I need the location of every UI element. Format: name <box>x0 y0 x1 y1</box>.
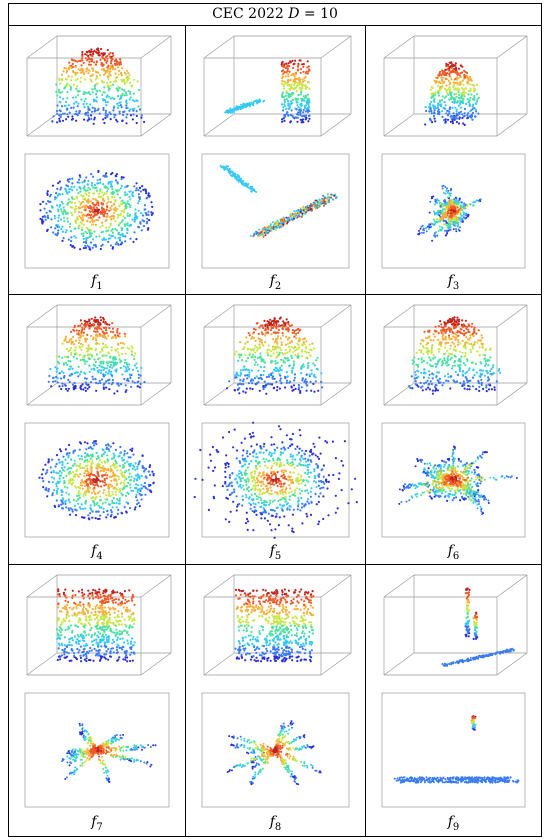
scatter-3d-points <box>408 316 502 395</box>
row-divider-2 <box>9 564 541 565</box>
top-view-plot <box>201 692 350 808</box>
panel-f9: f9 <box>366 565 541 835</box>
function-name: f <box>447 543 453 559</box>
scatter-top-points <box>38 440 155 521</box>
side-view-plot <box>26 574 172 676</box>
function-name: f <box>91 543 97 559</box>
axes-box <box>203 304 352 406</box>
plot-frame <box>381 153 526 269</box>
panel-f2: f2 <box>186 26 365 294</box>
title-prefix: CEC 2022 <box>212 6 289 22</box>
function-label: f8 <box>186 814 365 833</box>
title-suffix: = 10 <box>299 6 338 22</box>
scatter-top-points <box>398 445 518 516</box>
top-view-plot <box>193 421 358 539</box>
panel-f1: f1 <box>9 26 185 294</box>
plot-frame <box>201 153 350 269</box>
function-index: 5 <box>274 550 282 562</box>
top-view-plot <box>201 153 350 269</box>
scatter-top-points <box>219 164 338 238</box>
scatter-top-points <box>39 169 154 251</box>
panel-f8: f8 <box>186 565 365 835</box>
function-name: f <box>91 814 97 830</box>
function-name: f <box>447 814 453 830</box>
axes-box <box>26 304 172 406</box>
function-index: 3 <box>452 280 460 292</box>
top-view-plot <box>24 153 170 269</box>
plot-frame <box>24 692 170 808</box>
plot-frame <box>24 422 170 538</box>
function-label: f7 <box>9 814 185 833</box>
side-view-plot <box>203 35 352 137</box>
function-index: 6 <box>452 550 460 562</box>
function-name: f <box>269 814 275 830</box>
column-divider-1 <box>185 25 186 836</box>
scatter-top-points <box>393 715 520 784</box>
scatter-top-points <box>61 722 157 783</box>
function-label: f2 <box>186 273 365 292</box>
function-label: f9 <box>366 814 541 833</box>
axes-box <box>26 574 172 676</box>
scatter-3d-points <box>234 588 315 663</box>
scatter-3d-points <box>55 588 136 663</box>
top-view-plot <box>381 692 526 808</box>
plot-frame <box>381 422 526 538</box>
panel-f5: f5 <box>186 295 365 564</box>
function-index: 8 <box>274 821 282 833</box>
top-view-plot <box>24 422 170 538</box>
side-view-plot <box>203 304 352 406</box>
plot-frame <box>24 153 170 269</box>
function-label: f6 <box>366 543 541 562</box>
axes-box <box>203 35 352 137</box>
scatter-3d-points <box>441 587 515 667</box>
function-name: f <box>269 273 275 289</box>
function-label: f1 <box>9 273 185 292</box>
row-divider-1 <box>9 294 541 295</box>
axes-box <box>383 35 528 137</box>
panel-f3: f3 <box>366 26 541 294</box>
plot-frame <box>201 692 350 808</box>
function-index: 4 <box>96 550 103 562</box>
function-name: f <box>447 273 453 289</box>
panel-f7: f7 <box>9 565 185 835</box>
function-name: f <box>91 273 97 289</box>
title-variable: D <box>288 6 300 22</box>
scatter-top-points <box>226 720 322 786</box>
axes-box <box>383 304 528 406</box>
side-view-plot <box>26 304 172 406</box>
side-view-plot <box>383 35 528 137</box>
side-view-plot <box>203 574 352 676</box>
scatter-3d-points <box>424 61 480 126</box>
side-view-plot <box>26 35 172 137</box>
scatter-3d-points <box>47 316 146 395</box>
top-view-plot <box>24 692 170 808</box>
scatter-3d-points <box>51 47 146 125</box>
function-label: f5 <box>186 543 365 562</box>
scatter-top-points <box>193 421 358 539</box>
side-view-plot <box>383 304 528 406</box>
panel-f6: f6 <box>366 295 541 564</box>
scatter-3d-points <box>224 59 311 124</box>
plot-frame <box>381 692 526 808</box>
axes-box <box>203 574 352 676</box>
function-label: f4 <box>9 543 185 562</box>
figure-title: CEC 2022 D = 10 <box>9 4 541 26</box>
top-view-plot <box>381 422 526 538</box>
function-name: f <box>269 543 275 559</box>
function-index: 1 <box>96 280 103 292</box>
function-label: f3 <box>366 273 541 292</box>
panel-f4: f4 <box>9 295 185 564</box>
function-index: 7 <box>96 821 103 833</box>
function-index: 9 <box>452 821 460 833</box>
axes-box <box>383 574 528 676</box>
scatter-top-points <box>417 184 482 242</box>
scatter-3d-points <box>225 316 324 395</box>
function-index: 2 <box>274 280 282 292</box>
column-divider-2 <box>365 25 366 836</box>
side-view-plot <box>383 574 528 676</box>
top-view-plot <box>381 153 526 269</box>
figure-frame: CEC 2022 D = 10 f1 f2 f3 f4 f5 f6 f7 f8 f9 <box>8 3 542 837</box>
